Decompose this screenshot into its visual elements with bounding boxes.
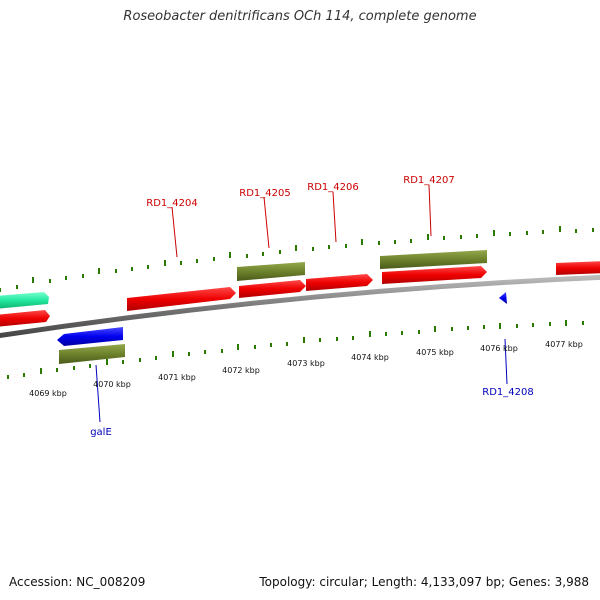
accession-text: Accession: NC_008209 (9, 575, 146, 589)
gene-label-gale[interactable]: galE (90, 427, 112, 438)
gene-label-rd1-4204[interactable]: RD1_4204 (146, 198, 197, 209)
gene-arrow-teal[interactable] (0, 292, 49, 309)
gene-arrow-rd1-4208[interactable] (499, 292, 507, 304)
scale-label: 4077 kbp (545, 340, 583, 349)
feature-bar-rd1-4207[interactable] (380, 250, 487, 269)
gene-label-rd1-4206[interactable]: RD1_4206 (307, 182, 358, 193)
gene-arrow-rd1-4204[interactable] (127, 287, 236, 311)
feature-bar-gale[interactable] (59, 344, 125, 364)
gene-arrow-gale[interactable] (57, 327, 123, 346)
scale-label: 4072 kbp (222, 366, 260, 375)
feature-bar-rd1-4205[interactable] (237, 262, 305, 281)
genome-summary-text: Topology: circular; Length: 4,133,097 bp… (259, 575, 589, 589)
gene-label-rd1-4205[interactable]: RD1_4205 (239, 188, 290, 199)
scale-label: 4075 kbp (416, 348, 454, 357)
genome-backbone (0, 274, 600, 339)
genome-title: Roseobacter denitrificans OCh 114, compl… (123, 9, 477, 24)
gene-arrow-rd1-4205[interactable] (239, 280, 306, 298)
gene-arrow-rd1-4207[interactable] (382, 266, 487, 284)
scale-label: 4070 kbp (93, 380, 131, 389)
scale-labels: 4069 kbp 4070 kbp 4071 kbp 4072 kbp 4073… (29, 340, 583, 398)
scale-label: 4073 kbp (287, 359, 325, 368)
gene-labels: RD1_4204 RD1_4205 RD1_4206 RD1_4207 galE… (90, 175, 534, 438)
gene-arrow-left-edge[interactable] (0, 310, 50, 327)
scale-label: 4069 kbp (29, 389, 67, 398)
gene-arrow-right-edge[interactable] (556, 261, 600, 275)
gene-label-rd1-4208[interactable]: RD1_4208 (482, 387, 533, 398)
gene-label-rd1-4207[interactable]: RD1_4207 (403, 175, 454, 186)
scale-label: 4076 kbp (480, 344, 518, 353)
scale-label: 4074 kbp (351, 353, 389, 362)
leader-lines (95, 184, 508, 423)
scale-label: 4071 kbp (158, 373, 196, 382)
outer-tick-row (0, 226, 594, 292)
gene-arrow-rd1-4206[interactable] (306, 274, 373, 291)
inner-tick-row (7, 320, 584, 379)
